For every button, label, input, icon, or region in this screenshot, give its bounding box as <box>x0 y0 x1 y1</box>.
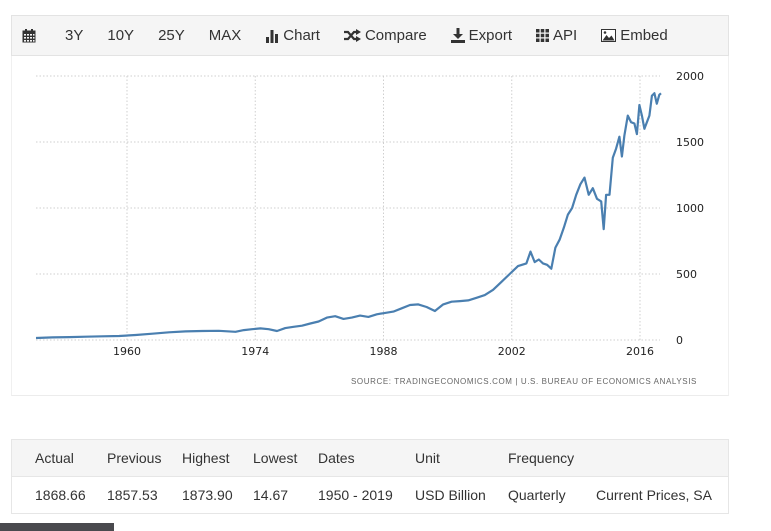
value-actual: 1868.66 <box>35 487 86 503</box>
bottom-overlay-bar <box>0 523 114 531</box>
bar-chart-icon <box>265 29 279 43</box>
chart-toolbar: 3Y 10Y 25Y MAX Chart Compare Export API … <box>11 15 729 56</box>
grid-icon <box>536 29 550 42</box>
value-unit: USD Billion <box>415 487 486 503</box>
stats-header-row: Actual Previous Highest Lowest Dates Uni… <box>12 440 728 477</box>
value-highest: 1873.90 <box>182 487 233 503</box>
range-3y-button[interactable]: 3Y <box>65 27 84 44</box>
x-tick-label: 2002 <box>498 345 526 358</box>
range-max-button[interactable]: MAX <box>208 27 242 44</box>
date-range-calendar-button[interactable] <box>22 28 40 43</box>
source-credit: SOURCE: TRADINGECONOMICS.COM | U.S. BURE… <box>351 377 697 386</box>
compare-button[interactable]: Compare <box>343 27 427 44</box>
chart-area: 1960 1974 1988 2002 2016 0 500 1000 1500 2000 SO… <box>11 56 729 396</box>
header-actual: Actual <box>35 450 74 466</box>
value-frequency: Quarterly <box>508 487 566 503</box>
value-lowest: 14.67 <box>253 487 289 503</box>
chart-type-button[interactable]: Chart <box>265 27 320 44</box>
y-tick-label: 1500 <box>676 136 704 149</box>
header-unit: Unit <box>415 450 440 466</box>
download-icon <box>450 28 465 43</box>
value-dates: 1950 - 2019 <box>318 487 393 503</box>
shuffle-icon <box>343 29 361 42</box>
range-10y-button[interactable]: 10Y <box>107 27 135 44</box>
header-previous: Previous <box>107 450 162 466</box>
indicator-stats-table: Actual Previous Highest Lowest Dates Uni… <box>11 439 729 514</box>
header-dates: Dates <box>318 450 355 466</box>
header-highest: Highest <box>182 450 230 466</box>
calendar-icon <box>22 28 36 43</box>
y-tick-label: 0 <box>676 334 683 347</box>
line-chart: 1960 1974 1988 2002 2016 0 500 1000 1500 2000 SO… <box>35 70 704 386</box>
stats-value-row: 1868.66 1857.53 1873.90 14.67 1950 - 201… <box>12 477 728 514</box>
header-lowest: Lowest <box>253 450 298 466</box>
value-previous: 1857.53 <box>107 487 158 503</box>
image-icon <box>601 29 617 42</box>
export-button[interactable]: Export <box>450 27 512 44</box>
header-frequency: Frequency <box>508 450 575 466</box>
value-adjustment: Current Prices, SA <box>596 487 712 503</box>
x-tick-label: 2016 <box>626 345 654 358</box>
x-tick-label: 1974 <box>241 345 269 358</box>
y-tick-label: 2000 <box>676 70 704 83</box>
x-tick-label: 1960 <box>113 345 141 358</box>
y-tick-label: 500 <box>676 268 697 281</box>
embed-button[interactable]: Embed <box>601 27 668 44</box>
x-tick-label: 1988 <box>370 345 398 358</box>
api-button[interactable]: API <box>536 27 577 44</box>
range-25y-button[interactable]: 25Y <box>158 27 185 44</box>
y-tick-label: 1000 <box>676 202 704 215</box>
series-line <box>35 92 662 340</box>
